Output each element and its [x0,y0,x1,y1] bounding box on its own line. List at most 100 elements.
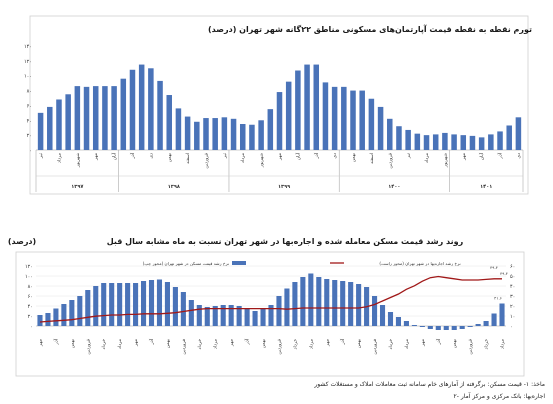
price-bar [435,326,441,330]
price-bar [483,321,489,326]
price-bar [188,300,194,326]
x-tick-label: فروردین [182,339,187,355]
bar [322,82,329,150]
x-tick-label: آذر [130,152,136,159]
year-label: ۱۳۹۹ [278,184,290,190]
x-tick-label: مهر [325,338,330,347]
year-label: ۱۳۹۸ [168,184,180,190]
bar [285,81,292,150]
price-bar [499,303,505,326]
x-tick-label: مرداد [309,338,314,349]
price-bar [244,308,250,326]
x-tick-label: دی [517,153,522,159]
price-bar [196,305,202,326]
bar [267,109,274,150]
price-bar [236,306,242,326]
price-bar [228,305,234,326]
footnote-rent: ۲- اجاره‌بها: بانک مرکزی و مرکز آمار [454,391,546,400]
y-tick-label: ۲۰ [27,133,32,139]
price-bar [53,308,59,326]
bar [451,134,457,150]
bar [442,132,448,150]
price-bar [332,280,338,326]
left-y-tick: ۶۰ [28,294,33,300]
x-tick-label: آذر [53,338,59,345]
price-bar [379,305,386,326]
price-bar [45,313,51,326]
x-tick-label: آبان [295,152,301,160]
legend-swatch-price [232,261,246,265]
chart-1-frame [29,15,529,195]
bar [83,86,90,150]
bar [239,124,246,150]
x-tick-label: مهر [230,338,235,347]
price-bar [109,283,115,326]
x-tick-label: خرداد [198,339,203,350]
price-bar [467,326,473,327]
y-tick-label: ۴۰ [27,118,32,124]
left-y-tick: ۴۰ [28,304,33,310]
x-tick-label: بهمن [453,339,458,348]
x-tick-label: مرداد [405,338,410,349]
price-bar [427,326,433,329]
x-tick-label: فروردین [86,339,91,355]
x-tick-label: بهمن [262,339,267,348]
bar [203,118,209,150]
x-tick-label: آبان [479,152,485,160]
bar [221,117,228,150]
bar [460,135,467,150]
price-bar [411,325,417,326]
year-label: ۱۴۰۰ [388,184,400,190]
x-tick-label: مرداد [501,338,506,349]
bar [74,86,81,150]
bar [148,68,154,150]
chart-1-x-axis: تیر مرداد شهریور مهر آبان آذر دی بهمن اسفند فرورد… [39,152,522,168]
right-y-tick: ۱۰ [510,314,515,320]
price-bar [212,306,218,326]
x-tick-label: بهمن [168,153,173,162]
price-bar [180,292,186,326]
price-bar [164,282,170,326]
x-tick-label: آبان [112,152,118,160]
y-tick-label: ۶۰ [27,103,32,109]
bar [65,94,71,150]
x-tick-label: فروردین [388,153,393,169]
x-tick-label: خرداد [102,339,107,350]
bar [313,64,320,150]
bar [129,69,136,150]
x-tick-label: آذر [340,338,346,345]
data-label: ۴۹.۴ [490,265,498,270]
x-tick-label: دی [333,153,338,159]
x-tick-label: بهمن [70,339,75,348]
x-tick-label: مهر [134,338,139,347]
x-tick-label: خرداد [389,339,394,350]
price-bar [77,296,83,326]
x-tick-label: تیر [39,152,44,159]
price-bar [419,326,425,327]
chart-2-frame [15,251,525,377]
price-bar [491,313,497,326]
x-tick-label: مهر [421,338,426,347]
bar [359,90,365,150]
price-bar [395,317,402,326]
bar [194,121,200,150]
price-bar [443,326,449,330]
bar [138,64,145,150]
bar [405,129,411,150]
bar [432,134,439,150]
bar [276,92,283,150]
bar [377,106,384,150]
footnote-source: ماخذ: ۱- قیمت مسکن: برگرفته از آمارهای خ… [313,379,545,388]
bar [120,78,127,150]
price-bar [220,305,226,326]
x-tick-label: فروردین [373,339,378,355]
x-tick-label: فروردین [277,339,282,355]
bar [497,131,503,150]
chart-1-y-axis: ۰ ۲۰ ۴۰ ۶۰ ۸۰ ۱۰۰ ۱۲۰ ۱۴۰ [24,44,523,154]
bar [488,134,494,150]
price-bar [459,326,465,329]
bar [258,120,264,150]
chart-1-title: تورم نقطه به نقطه قیمت آپارتمان‌های مسکو… [208,24,532,34]
x-tick-label: مرداد [214,338,219,349]
